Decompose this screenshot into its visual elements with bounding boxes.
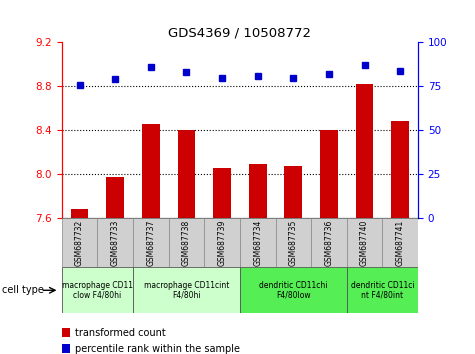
- Bar: [347, 218, 382, 267]
- Text: GSM687736: GSM687736: [324, 219, 333, 266]
- Text: percentile rank within the sample: percentile rank within the sample: [75, 344, 240, 354]
- Text: macrophage CD11
clow F4/80hi: macrophage CD11 clow F4/80hi: [62, 281, 133, 300]
- Bar: [97, 218, 133, 267]
- Bar: [142, 124, 160, 218]
- Bar: [62, 218, 97, 267]
- Text: dendritic CD11chi
F4/80low: dendritic CD11chi F4/80low: [259, 281, 328, 300]
- Bar: [71, 209, 88, 218]
- Bar: [320, 130, 338, 218]
- Bar: [240, 218, 276, 267]
- Bar: [382, 218, 418, 267]
- Bar: [276, 218, 311, 267]
- Bar: [204, 218, 240, 267]
- Text: dendritic CD11ci
nt F4/80int: dendritic CD11ci nt F4/80int: [351, 281, 414, 300]
- Bar: [356, 84, 373, 218]
- Text: GSM687740: GSM687740: [360, 219, 369, 266]
- Text: GSM687741: GSM687741: [396, 219, 405, 266]
- Bar: [62, 267, 133, 313]
- Text: GSM687732: GSM687732: [75, 219, 84, 266]
- Text: GSM687739: GSM687739: [218, 219, 227, 266]
- Text: GSM687735: GSM687735: [289, 219, 298, 266]
- Text: macrophage CD11cint
F4/80hi: macrophage CD11cint F4/80hi: [144, 281, 229, 300]
- Text: cell type: cell type: [2, 285, 44, 295]
- Bar: [106, 177, 124, 218]
- Text: GSM687733: GSM687733: [111, 219, 120, 266]
- Bar: [249, 164, 266, 218]
- Bar: [347, 267, 418, 313]
- Bar: [133, 267, 240, 313]
- Bar: [169, 218, 204, 267]
- Text: GSM687738: GSM687738: [182, 219, 191, 266]
- Bar: [133, 218, 169, 267]
- Bar: [311, 218, 347, 267]
- Bar: [213, 169, 231, 218]
- Title: GDS4369 / 10508772: GDS4369 / 10508772: [168, 27, 312, 40]
- Bar: [178, 130, 195, 218]
- Bar: [391, 121, 409, 218]
- Bar: [240, 267, 347, 313]
- Bar: [285, 166, 302, 218]
- Text: GSM687737: GSM687737: [146, 219, 155, 266]
- Text: GSM687734: GSM687734: [253, 219, 262, 266]
- Text: transformed count: transformed count: [75, 328, 166, 338]
